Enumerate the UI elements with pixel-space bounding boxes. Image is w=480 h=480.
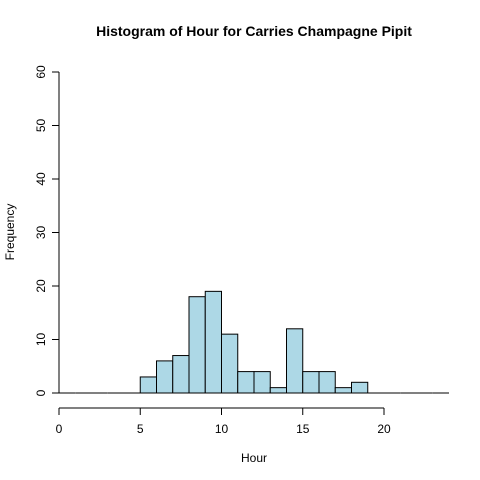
x-tick-label: 15 xyxy=(296,422,310,436)
histogram-bar xyxy=(318,371,336,394)
histogram-bar xyxy=(286,328,304,394)
histogram-bar xyxy=(351,381,369,394)
histogram-bar xyxy=(204,290,222,394)
histogram-bar xyxy=(302,371,320,394)
y-tick-label: 60 xyxy=(34,65,48,79)
chart-title: Histogram of Hour for Carries Champagne … xyxy=(96,23,412,39)
x-tick-label: 0 xyxy=(56,422,63,436)
histogram-bar xyxy=(253,371,271,394)
histogram-bar xyxy=(172,355,190,394)
histogram-bar xyxy=(139,376,157,394)
y-tick-label: 40 xyxy=(34,172,48,186)
y-tick-label: 0 xyxy=(34,389,48,396)
histogram-bar xyxy=(221,333,239,394)
histogram-bar xyxy=(156,360,174,394)
y-tick-label: 20 xyxy=(34,279,48,293)
histogram-bar xyxy=(334,387,352,394)
x-tick-label: 10 xyxy=(215,422,229,436)
y-ticks-group: 0 10 20 30 40 50 60 xyxy=(34,65,59,396)
y-tick-label: 10 xyxy=(34,333,48,347)
histogram-bar xyxy=(237,371,255,394)
plot-area: 0 5 10 15 20 0 10 20 30 40 50 60 xyxy=(34,65,449,436)
y-tick-label: 50 xyxy=(34,119,48,133)
y-axis-label: Frequency xyxy=(3,204,17,261)
histogram-bar xyxy=(188,296,206,394)
y-tick-label: 30 xyxy=(34,226,48,240)
x-tick-label: 20 xyxy=(377,422,391,436)
x-axis-label: Hour xyxy=(241,451,267,465)
bars-group xyxy=(59,290,449,394)
x-tick-label: 5 xyxy=(137,422,144,436)
x-ticks-group: 0 5 10 15 20 xyxy=(56,408,391,436)
histogram-bar xyxy=(269,387,287,394)
